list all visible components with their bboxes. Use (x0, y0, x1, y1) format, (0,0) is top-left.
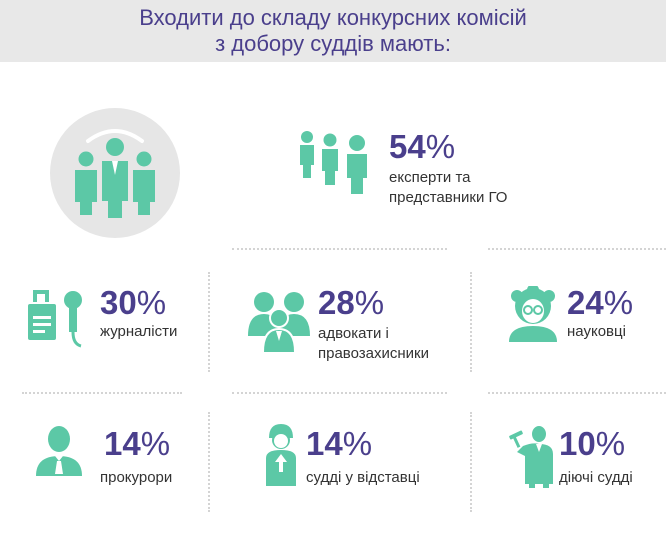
title-line-2: з добору суддів мають: (215, 31, 451, 56)
committee-icon (75, 129, 155, 218)
stat-value-lawyers: 28% (318, 284, 385, 321)
stat-value-experts: 54% (389, 128, 456, 165)
retired-judge-icon (266, 424, 296, 486)
lawyers-icon (248, 292, 310, 352)
divider (22, 392, 182, 394)
stat-label-scientists: науковці (567, 323, 626, 340)
scientist-icon (509, 286, 557, 342)
divider (208, 412, 210, 512)
divider (470, 272, 472, 372)
stat-label-retired-judges: судді у відставці (306, 469, 420, 486)
stat-value-prosecutors: 14% (104, 425, 171, 462)
stat-value-retired-judges: 14% (306, 425, 373, 462)
stat-label-prosecutors: прокурори (100, 469, 173, 486)
divider (488, 248, 666, 250)
stat-label-judges: діючі судді (559, 469, 633, 486)
judge-icon (509, 426, 553, 488)
stat-value-judges: 10% (559, 425, 626, 462)
stat-label-experts: експерти та представники ГО (389, 169, 508, 206)
divider (208, 272, 210, 372)
stat-value-journalists: 30% (100, 284, 167, 321)
stat-label-journalists: журналісти (100, 323, 178, 340)
page-title: Входити до складу конкурсних комісій з д… (0, 5, 666, 57)
group-walking-icon (300, 131, 367, 194)
journalist-icon (28, 290, 82, 348)
divider (232, 248, 447, 250)
stat-label-lawyers: адвокати і правозахисники (318, 325, 429, 362)
title-line-1: Входити до складу конкурсних комісій (139, 5, 527, 30)
divider (232, 392, 447, 394)
header-banner (0, 0, 666, 62)
divider (470, 412, 472, 512)
prosecutor-icon (36, 426, 82, 476)
divider (488, 392, 666, 394)
stat-value-scientists: 24% (567, 284, 634, 321)
